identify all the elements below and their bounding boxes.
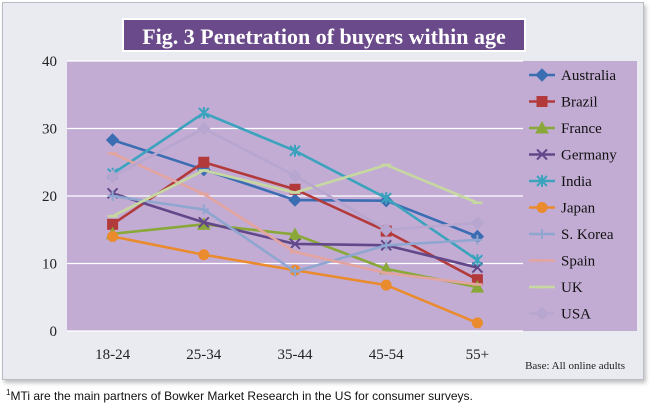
y-axis-ticks: 0 10 20 30 40: [42, 54, 57, 340]
x-tick-label-45-54: 45-54: [369, 347, 404, 363]
data-point-australia-18-24: [105, 133, 120, 147]
legend-marker-germany: [536, 148, 548, 161]
series-lines: [105, 106, 485, 329]
legend-item-spain: Spain: [529, 254, 596, 270]
y-tick-label-40: 40: [42, 54, 57, 70]
legend-item-france: France: [529, 120, 602, 137]
data-point-usa-18-24: [105, 169, 120, 184]
legend-marker-s-korea: [537, 229, 547, 239]
data-point-usa-55+: [470, 216, 485, 230]
footnote-mark: 1: [6, 388, 11, 397]
legend-marker-usa: [535, 306, 549, 321]
footnote: 1MTi are the main partners of Bowker Mar…: [6, 388, 473, 403]
data-point-france-35-44: [288, 227, 302, 240]
data-point-s-korea-18-24: [107, 191, 118, 201]
legend-item-brazil: Brazil: [529, 95, 598, 111]
legend: Australia Brazil France Germany India Japan S.…: [529, 68, 617, 323]
data-point-australia-35-44: [288, 193, 302, 207]
data-point-usa-25-34: [197, 121, 211, 136]
data-point-japan-25-34: [198, 249, 210, 261]
x-tick-label-18-24: 18-24: [95, 347, 130, 363]
legend-marker-france: [535, 120, 549, 134]
data-point-brazil-25-34: [198, 156, 210, 168]
line-chart: Fig. 3 Penetration of buyers within age …: [42, 18, 637, 372]
legend-label-australia: Australia: [561, 68, 616, 84]
x-tick-label-35-44: 35-44: [278, 347, 313, 363]
footnote-text: MTi are the main partners of Bowker Mark…: [10, 389, 473, 403]
legend-item-india: India: [529, 174, 592, 190]
y-tick-label-0: 0: [50, 324, 58, 340]
x-tick-label-55+: 55+: [466, 347, 489, 363]
legend-marker-japan: [536, 202, 548, 213]
data-point-japan-45-54: [380, 279, 392, 291]
legend-label-japan: Japan: [561, 201, 596, 217]
data-point-india-45-54: [380, 192, 392, 205]
y-tick-label-20: 20: [42, 189, 57, 205]
data-point-s-korea-25-34: [198, 204, 209, 215]
x-tick-label-25-34: 25-34: [186, 347, 221, 363]
series-uk: [107, 163, 483, 218]
data-point-s-korea-35-44: [290, 266, 300, 277]
x-axis-ticks: 18-24 25-34 35-44 45-54 55+: [95, 347, 489, 363]
y-tick-label-10: 10: [42, 257, 57, 273]
series-spain: [107, 152, 483, 286]
legend-marker-india: [536, 175, 548, 187]
data-point-japan-55+: [471, 317, 483, 329]
data-point-france-55+: [470, 280, 485, 293]
data-point-india-55+: [471, 254, 484, 267]
legend-label-france: France: [561, 121, 602, 137]
data-point-usa-35-44: [288, 169, 302, 183]
series-usa: [105, 121, 485, 237]
legend-label-germany: Germany: [561, 148, 617, 164]
legend-item-usa: USA: [529, 307, 591, 323]
data-point-india-35-44: [289, 144, 301, 157]
chart-frame: Fig. 3 Penetration of buyers within age …: [2, 2, 644, 380]
series-s-korea: [107, 191, 483, 277]
legend-label-spain: Spain: [561, 254, 596, 270]
legend-label-uk: UK: [561, 280, 583, 296]
chart-title-text: Fig. 3 Penetration of buyers within age: [142, 24, 506, 49]
legend-marker-brazil: [536, 96, 548, 107]
data-point-s-korea-55+: [472, 234, 483, 245]
legend-item-japan: Japan: [529, 201, 596, 217]
data-point-india-25-34: [198, 106, 210, 119]
data-point-s-korea-45-54: [381, 240, 392, 251]
legend-marker-australia: [535, 68, 549, 82]
legend-item-s-korea: S. Korea: [529, 227, 614, 243]
data-point-germany-25-34: [198, 216, 210, 229]
chart-title: Fig. 3 Penetration of buyers within age: [122, 18, 526, 52]
legend-item-australia: Australia: [529, 68, 616, 84]
data-point-germany-35-44: [289, 238, 301, 250]
legend-item-uk: UK: [529, 280, 583, 296]
data-point-japan-18-24: [107, 231, 119, 242]
legend-label-s-korea: S. Korea: [561, 227, 614, 243]
data-point-brazil-35-44: [289, 183, 301, 195]
legend-item-germany: Germany: [529, 148, 617, 164]
data-point-usa-45-54: [379, 223, 393, 237]
legend-label-usa: USA: [561, 307, 591, 323]
base-note: Base: All online adults: [525, 360, 625, 372]
legend-label-india: India: [561, 174, 592, 190]
legend-label-brazil: Brazil: [561, 95, 598, 111]
y-tick-label-30: 30: [42, 122, 57, 138]
